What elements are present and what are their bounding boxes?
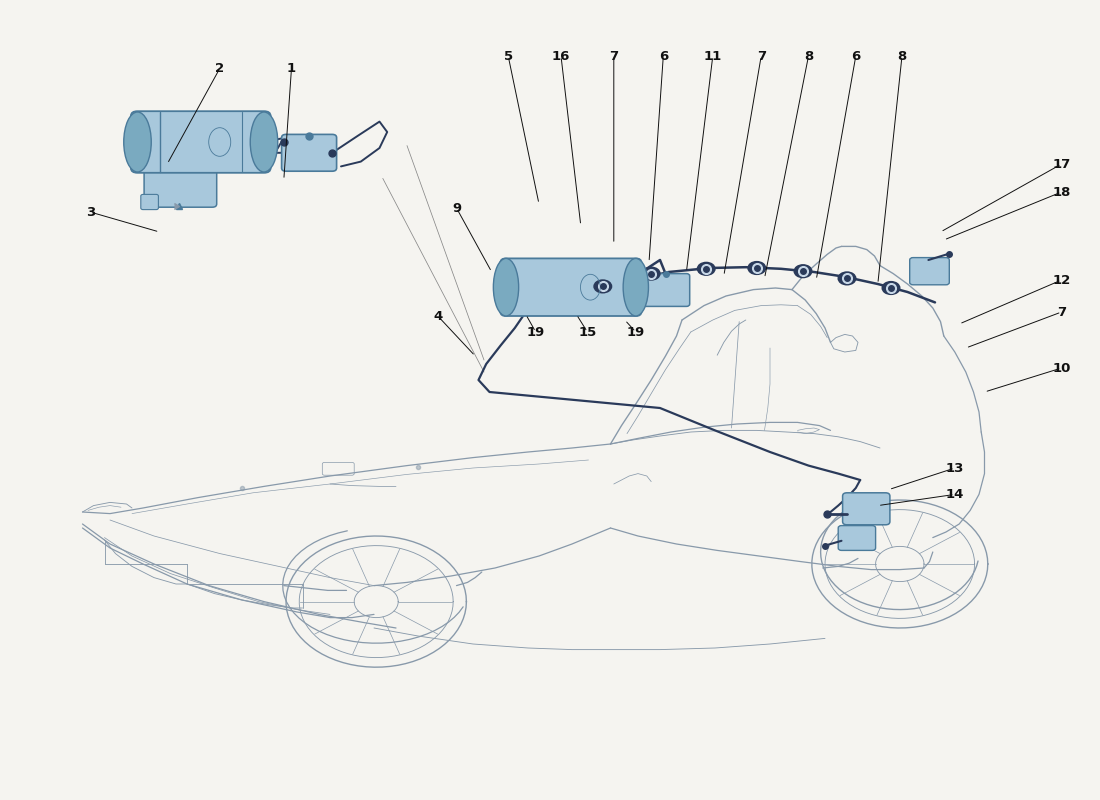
FancyBboxPatch shape	[131, 111, 271, 173]
Text: 8: 8	[898, 50, 906, 62]
Text: 10: 10	[1053, 362, 1070, 374]
Text: 9: 9	[452, 202, 461, 214]
Text: 18: 18	[1053, 186, 1070, 198]
Ellipse shape	[493, 258, 519, 316]
Text: 7: 7	[609, 50, 618, 62]
Text: 13: 13	[946, 462, 964, 474]
FancyBboxPatch shape	[910, 258, 949, 285]
Text: 5: 5	[504, 50, 513, 62]
Text: 7: 7	[757, 50, 766, 62]
FancyBboxPatch shape	[838, 526, 876, 550]
Text: 1: 1	[287, 62, 296, 74]
Circle shape	[794, 265, 812, 278]
Circle shape	[748, 262, 766, 274]
Text: 16: 16	[552, 50, 570, 62]
Text: 3: 3	[86, 206, 95, 218]
Circle shape	[882, 282, 900, 294]
Text: 6: 6	[659, 50, 668, 62]
Text: 12: 12	[1053, 274, 1070, 286]
Text: 15: 15	[579, 326, 596, 338]
Ellipse shape	[624, 258, 649, 316]
FancyBboxPatch shape	[141, 194, 158, 210]
Ellipse shape	[123, 112, 152, 172]
FancyBboxPatch shape	[641, 274, 690, 306]
FancyBboxPatch shape	[282, 134, 337, 171]
Text: 14: 14	[946, 488, 964, 501]
FancyBboxPatch shape	[843, 493, 890, 525]
Text: 6: 6	[851, 50, 860, 62]
Text: 7: 7	[1057, 306, 1066, 318]
Text: 8: 8	[804, 50, 813, 62]
Text: 2: 2	[216, 62, 224, 74]
FancyBboxPatch shape	[144, 162, 217, 207]
Ellipse shape	[251, 112, 277, 172]
Circle shape	[594, 280, 612, 293]
Text: 19: 19	[627, 326, 645, 338]
Circle shape	[642, 267, 660, 280]
Text: 11: 11	[704, 50, 722, 62]
Text: 19: 19	[527, 326, 544, 338]
Circle shape	[697, 262, 715, 275]
Circle shape	[838, 272, 856, 285]
FancyBboxPatch shape	[500, 258, 641, 316]
Text: 4: 4	[433, 310, 442, 322]
Text: 17: 17	[1053, 158, 1070, 170]
